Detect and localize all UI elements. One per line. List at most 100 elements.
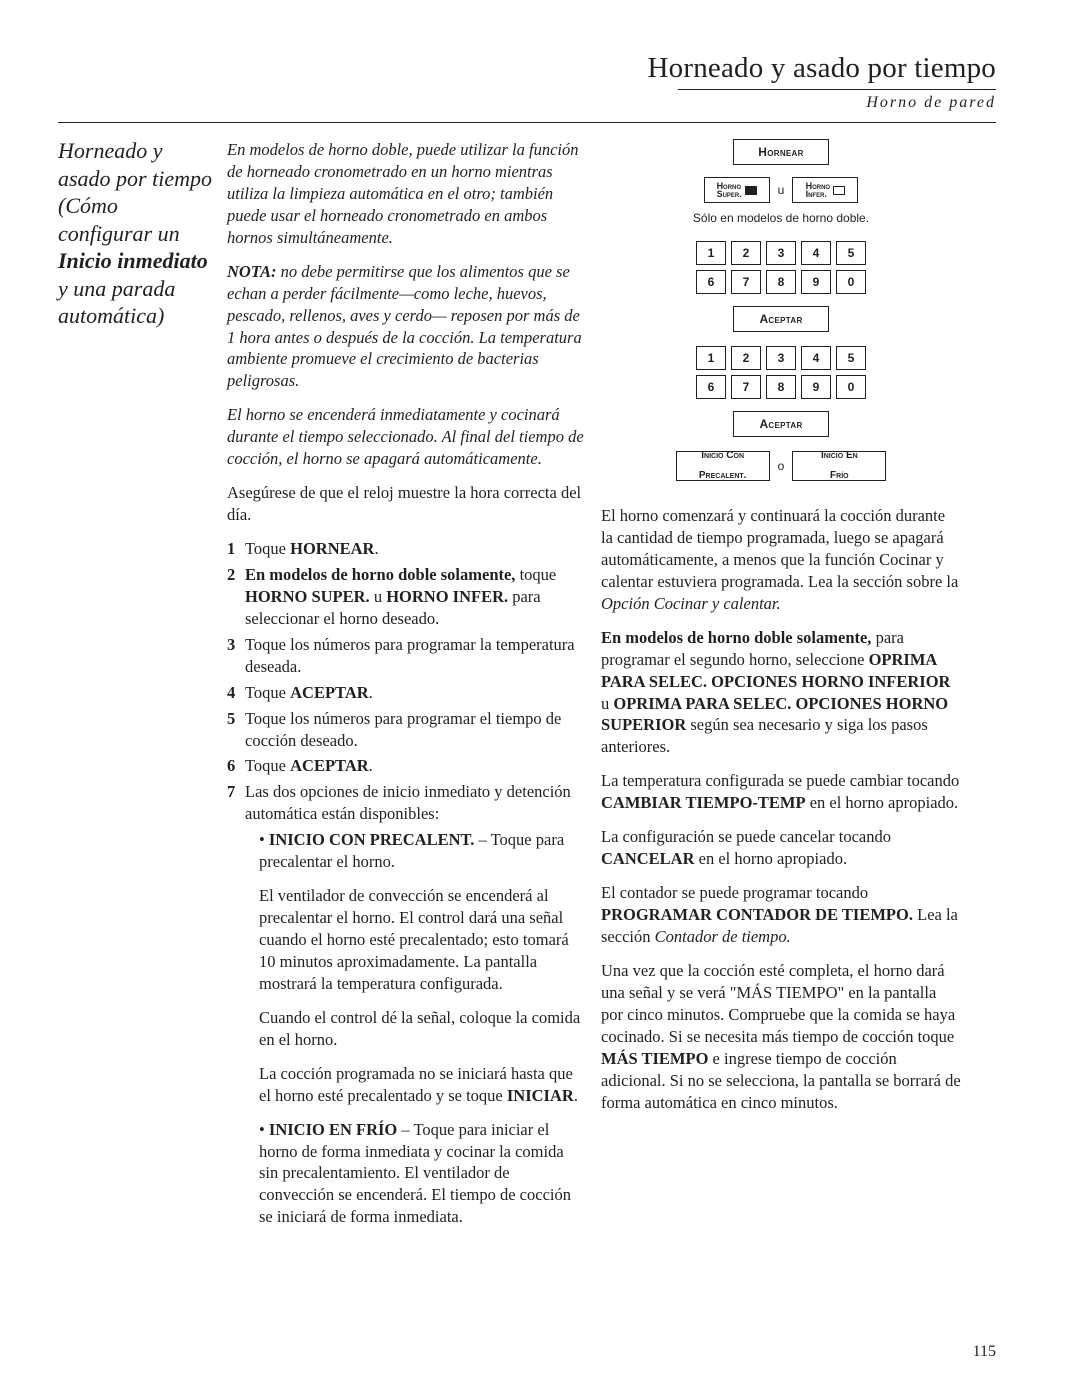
- body-text: El horno se encenderá inmediatamente y c…: [227, 404, 587, 470]
- body-text: Una vez que la cocción esté completa, el…: [601, 961, 955, 1046]
- body-text: La temperatura configurada se puede camb…: [601, 770, 961, 814]
- body-keyword: PROGRAMAR CONTADOR DE TIEMPO.: [601, 905, 913, 924]
- body-text: El horno comenzará y continuará la cocci…: [601, 506, 958, 591]
- body-text-italic: Opción Cocinar y calentar.: [601, 594, 781, 613]
- body-text: en el horno apropiado.: [695, 849, 848, 868]
- bullet-item: • INICIO CON PRECALENT. – Toque para pre…: [259, 829, 587, 1106]
- body-text: NOTA: no debe permitirse que los aliment…: [227, 261, 587, 393]
- keypad-key: 6: [696, 375, 726, 399]
- section-heading-seg: y una parada automática): [58, 276, 175, 329]
- horno-super-button: HornoSuper.: [704, 177, 770, 203]
- step-body: En modelos de horno doble solamente, toq…: [245, 564, 587, 630]
- step-number: 1: [227, 538, 245, 560]
- step-text: Toque: [245, 683, 290, 702]
- body-text: El horno comenzará y continuará la cocci…: [601, 505, 961, 615]
- button-label: Infer.: [806, 190, 831, 198]
- lower-oven-icon: [833, 186, 845, 195]
- step-body: Toque los números para programar la temp…: [245, 634, 587, 678]
- page-title: Horneado y asado por tiempo: [58, 52, 996, 85]
- button-label: Aceptar: [759, 417, 802, 431]
- nota-label: NOTA:: [227, 262, 277, 281]
- body-text: en el horno apropiado.: [806, 793, 959, 812]
- body-text: La configuración se puede cancelar tocan…: [601, 826, 961, 870]
- diagram-caption: Sólo en modelos de horno doble.: [661, 211, 901, 225]
- step-text: Toque: [245, 756, 290, 775]
- step-text: .: [369, 756, 373, 775]
- step-text: Toque: [245, 539, 290, 558]
- keypad-key: 7: [731, 270, 761, 294]
- section-heading-seg: Inicio inmediato: [58, 248, 208, 273]
- keypad-key: 9: [801, 375, 831, 399]
- button-label: Inicio Con: [699, 451, 747, 461]
- step-keyword: HORNO INFER.: [386, 587, 508, 606]
- upper-oven-icon: [745, 186, 757, 195]
- keypad-key: 2: [731, 346, 761, 370]
- divider: [678, 89, 996, 90]
- button-label: Frío: [821, 471, 858, 481]
- step-keyword: ACEPTAR: [290, 756, 369, 775]
- keypad-key: 0: [836, 270, 866, 294]
- bullet-text: Cuando el control dé la señal, coloque l…: [259, 1007, 587, 1051]
- page-subtitle: Horno de pared: [58, 94, 996, 112]
- section-heading: Horneado y asado por tiempo (Cómo config…: [58, 137, 213, 330]
- control-panel-diagram: Hornear HornoSuper. u HornoInfer. Sólo e…: [661, 139, 901, 481]
- horno-infer-button: HornoInfer.: [792, 177, 858, 203]
- separator-text: u: [778, 183, 785, 197]
- body-text: El contador se puede programar tocando P…: [601, 882, 961, 948]
- bullet-item: • INICIO EN FRÍO – Toque para iniciar el…: [259, 1119, 587, 1229]
- bullet-keyword: INICIO CON PRECALENT.: [269, 830, 475, 849]
- page-number: 115: [973, 1343, 996, 1361]
- keypad-key: 9: [801, 270, 831, 294]
- keypad-key: 4: [801, 241, 831, 265]
- bullet-text: El ventilador de convección se encenderá…: [259, 885, 587, 995]
- body-text: Asegúrese de que el reloj muestre la hor…: [227, 482, 587, 526]
- step-keyword: HORNEAR: [290, 539, 374, 558]
- keypad-key: 2: [731, 241, 761, 265]
- step-text: toque: [515, 565, 556, 584]
- step-number: 4: [227, 682, 245, 704]
- body-keyword: En modelos de horno doble solamente,: [601, 628, 871, 647]
- steps-list: 1 Toque HORNEAR. 2 En modelos de horno d…: [227, 538, 587, 1240]
- body-column-left: En modelos de horno doble, puede utiliza…: [227, 139, 587, 1252]
- body-text: u: [601, 694, 613, 713]
- keypad-key: 3: [766, 241, 796, 265]
- step-text: u: [370, 587, 387, 606]
- step-keyword: HORNO SUPER.: [245, 587, 370, 606]
- keypad-key: 7: [731, 375, 761, 399]
- body-text: En modelos de horno doble, puede utiliza…: [227, 139, 587, 249]
- step-number: 3: [227, 634, 245, 678]
- body-text: La temperatura configurada se puede camb…: [601, 771, 959, 790]
- keypad-key: 0: [836, 375, 866, 399]
- step-number: 7: [227, 781, 245, 1240]
- bullet-keyword: INICIAR: [507, 1086, 574, 1105]
- step-number: 2: [227, 564, 245, 630]
- step-keyword: En modelos de horno doble solamente,: [245, 565, 515, 584]
- body-keyword: MÁS TIEMPO: [601, 1049, 708, 1068]
- keypad-key: 6: [696, 270, 726, 294]
- keypad-key: 5: [836, 241, 866, 265]
- aceptar-button: Aceptar: [733, 411, 829, 437]
- step-body: Las dos opciones de inicio inmediato y d…: [245, 781, 587, 1240]
- body-text: Una vez que la cocción esté completa, el…: [601, 960, 961, 1114]
- bullet-text: .: [574, 1086, 578, 1105]
- body-text: La configuración se puede cancelar tocan…: [601, 827, 891, 846]
- step-body: Toque los números para programar el tiem…: [245, 708, 587, 752]
- keypad-key: 3: [766, 346, 796, 370]
- body-text-italic: Contador de tiempo.: [655, 927, 791, 946]
- button-label: Aceptar: [759, 312, 802, 326]
- divider: [58, 122, 996, 123]
- section-heading-seg: Horneado y asado por tiempo (Cómo config…: [58, 138, 212, 246]
- button-label: Hornear: [758, 145, 803, 159]
- keypad-1: 1 2 3 4 5 6 7 8 9 0: [661, 241, 901, 294]
- button-label: Super.: [717, 190, 742, 198]
- step-text: .: [374, 539, 378, 558]
- body-keyword: CANCELAR: [601, 849, 695, 868]
- hornear-button: Hornear: [733, 139, 829, 165]
- step-text: Las dos opciones de inicio inmediato y d…: [245, 782, 571, 823]
- keypad-key: 4: [801, 346, 831, 370]
- keypad-key: 1: [696, 346, 726, 370]
- body-text: no debe permitirse que los alimentos que…: [227, 262, 582, 391]
- inicio-precalent-button: Inicio ConPrecalent.: [676, 451, 770, 481]
- body-text: En modelos de horno doble solamente, par…: [601, 627, 961, 759]
- step-number: 5: [227, 708, 245, 752]
